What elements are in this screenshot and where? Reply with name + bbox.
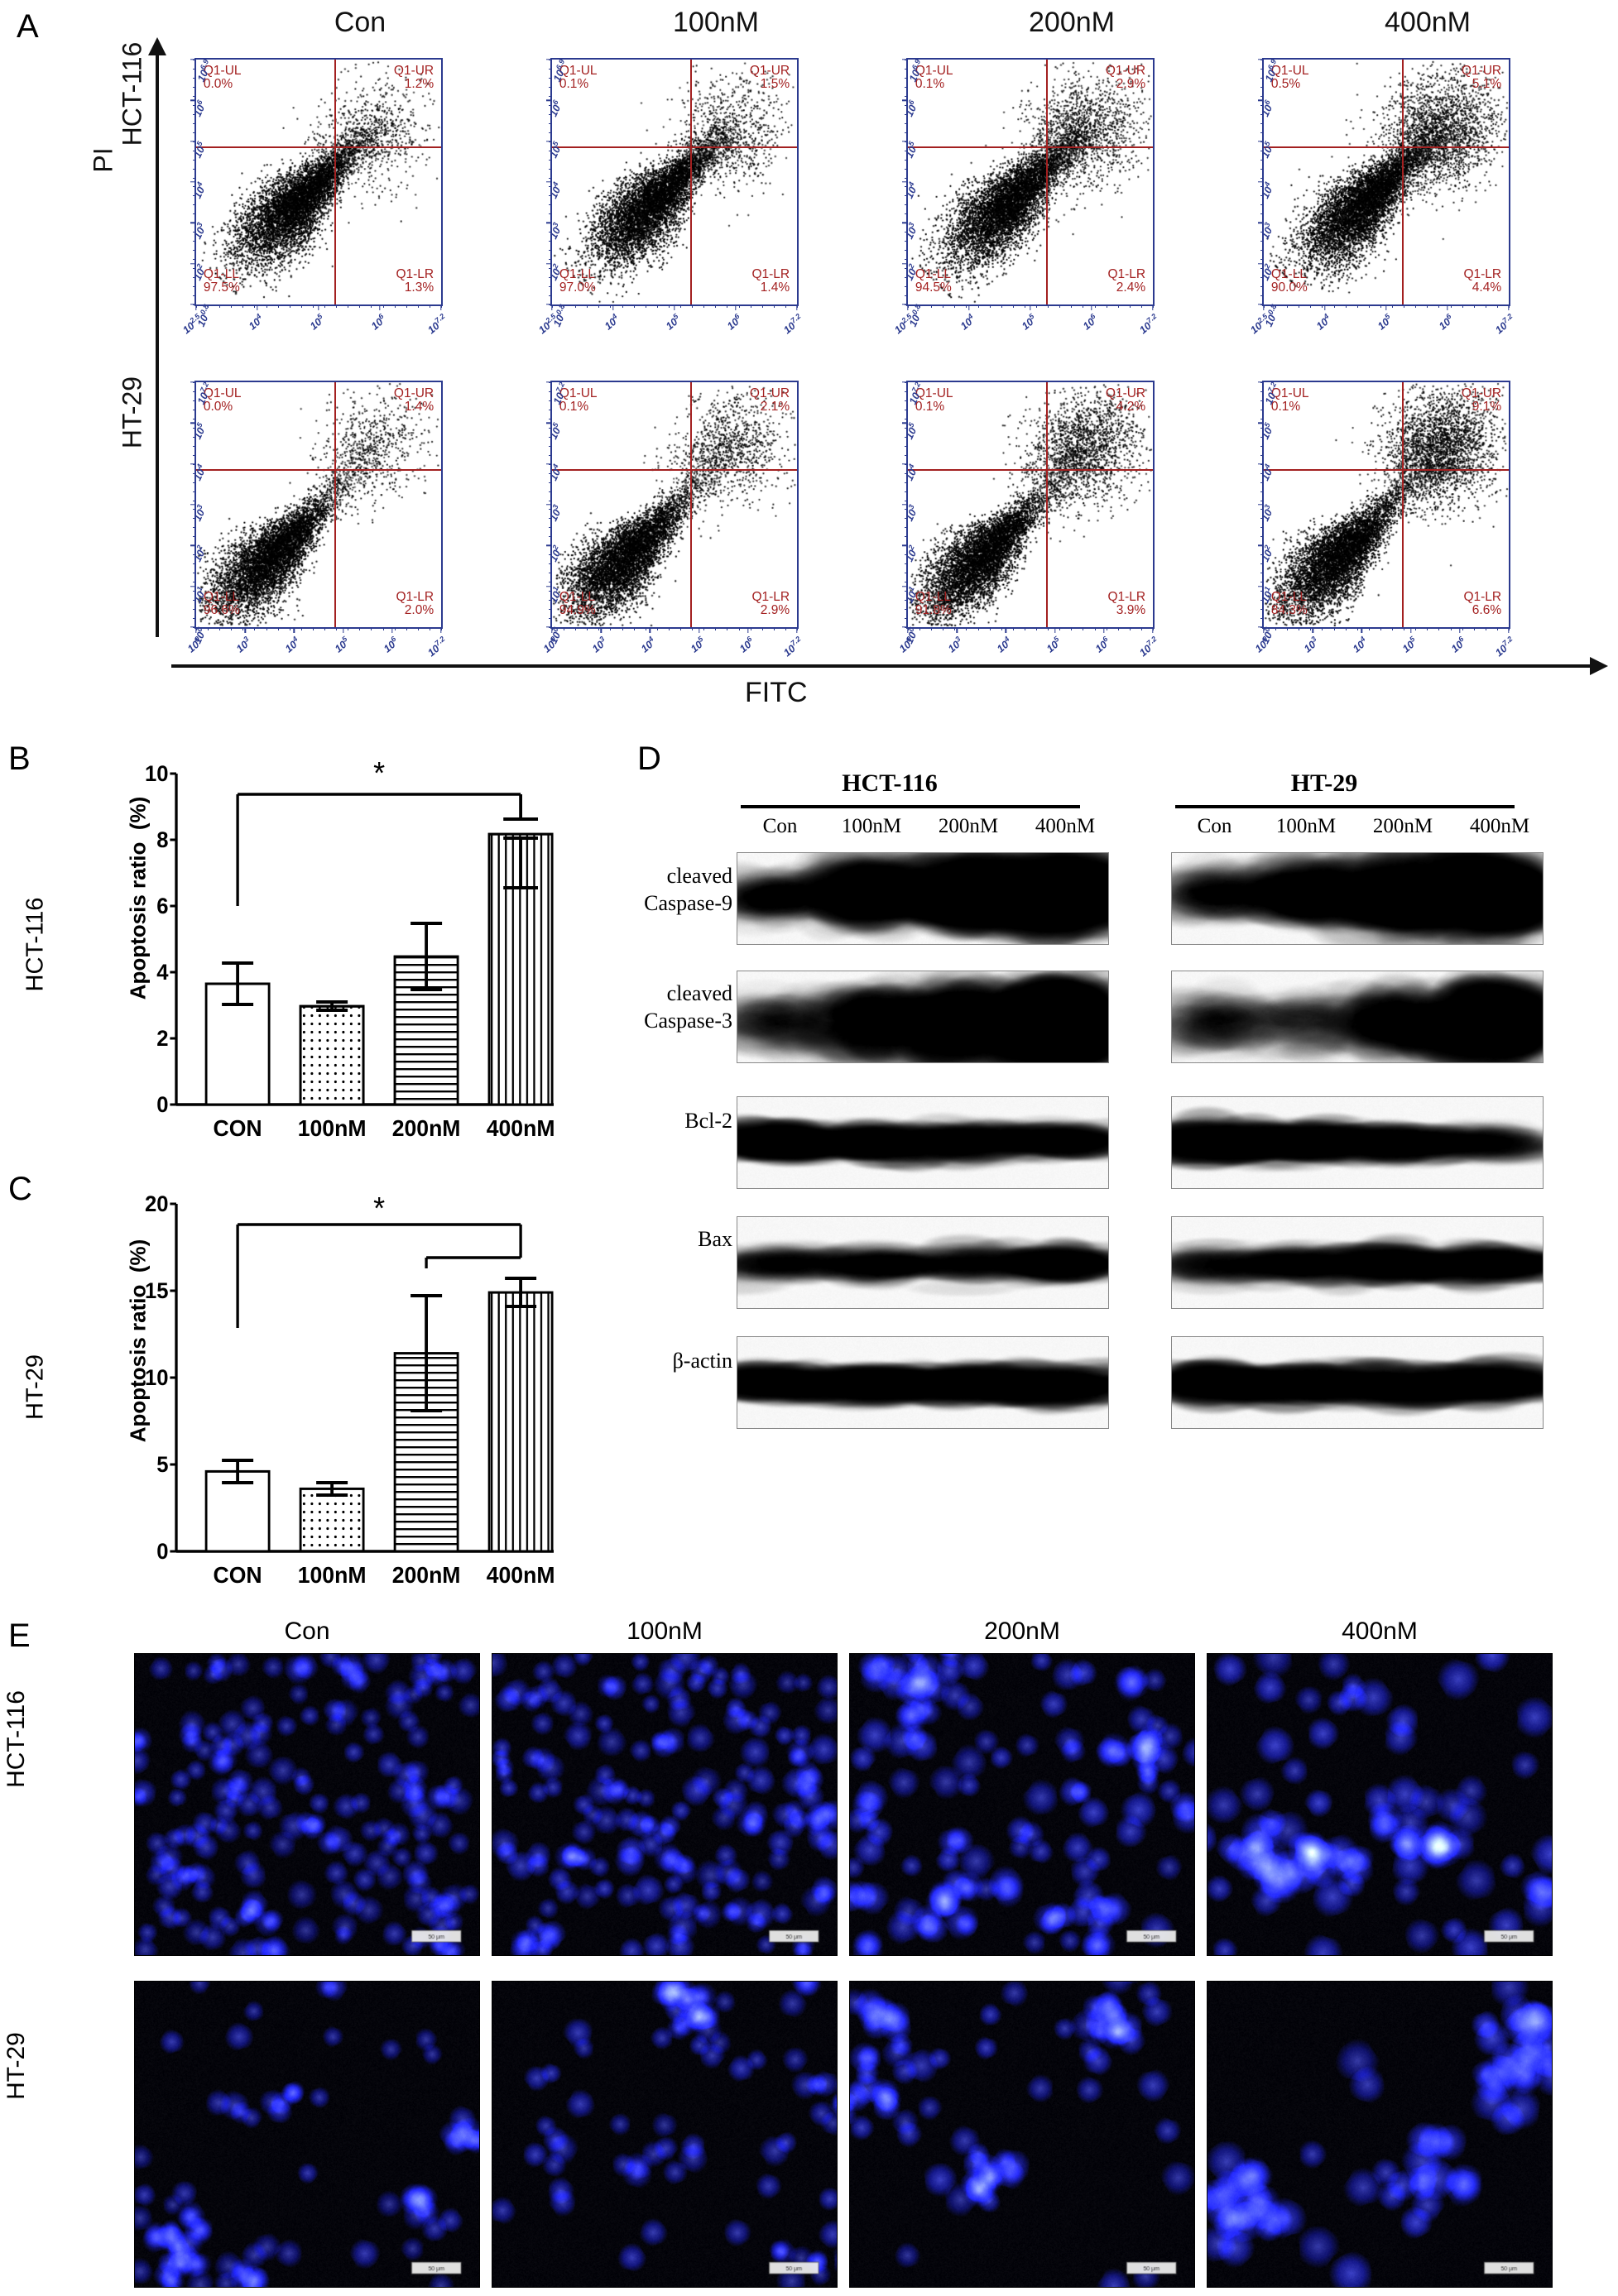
svg-text:2: 2 [156, 1025, 168, 1051]
svg-text:0: 0 [156, 1538, 168, 1564]
svg-text:CON: CON [214, 1114, 262, 1141]
svg-text:200nM: 200nM [392, 1114, 461, 1141]
svg-text:100nM: 100nM [298, 1114, 367, 1141]
svg-text:400nM: 400nM [487, 1561, 555, 1588]
svg-text:20: 20 [145, 1191, 169, 1216]
svg-text:0: 0 [156, 1091, 168, 1117]
svg-text:*: * [373, 1190, 385, 1225]
svg-text:CON: CON [214, 1561, 262, 1588]
svg-text:6: 6 [156, 893, 168, 918]
svg-text:5: 5 [156, 1451, 168, 1477]
svg-text:100nM: 100nM [298, 1561, 367, 1588]
svg-text:4: 4 [156, 959, 169, 985]
svg-text:8: 8 [156, 827, 168, 852]
svg-text:*: * [373, 755, 385, 790]
svg-text:400nM: 400nM [487, 1114, 555, 1141]
svg-text:200nM: 200nM [392, 1561, 461, 1588]
